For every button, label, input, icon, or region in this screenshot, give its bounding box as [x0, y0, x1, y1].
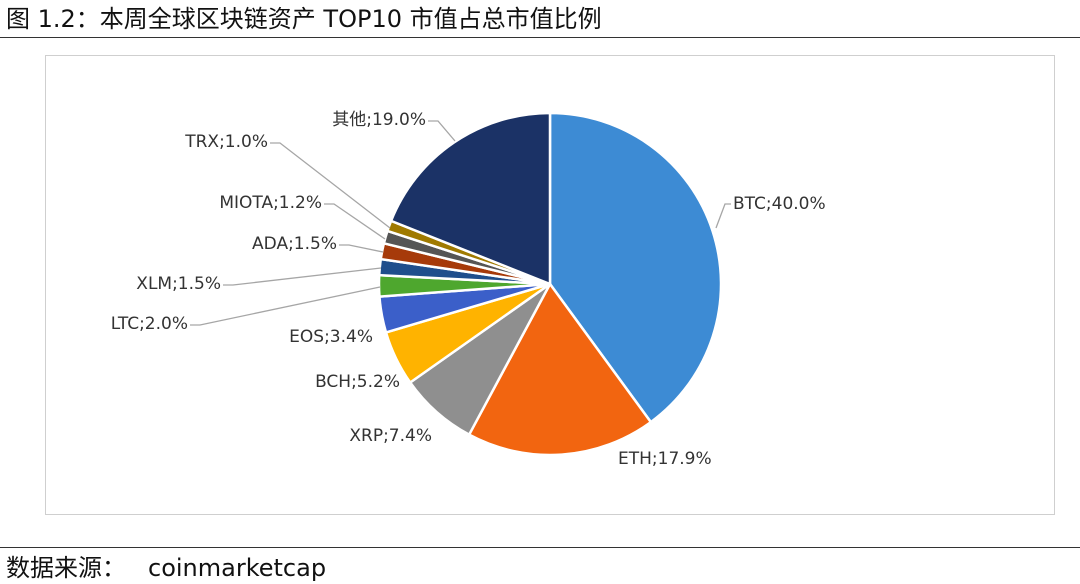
slice-label-BTC: BTC;40.0%: [733, 194, 826, 214]
pie-slices: [377, 111, 723, 457]
slice-label-XLM: XLM;1.5%: [136, 274, 221, 294]
leader-line-LTC: [190, 286, 381, 326]
source-label: 数据来源：: [6, 554, 126, 582]
slice-label-其他: 其他;19.0%: [332, 110, 426, 130]
pie-slice-ETH: [467, 282, 653, 457]
leader-line-其他: [428, 120, 456, 142]
slice-label-XRP: XRP;7.4%: [349, 426, 432, 446]
leader-line-TRX: [270, 142, 391, 229]
slice-label-BCH: BCH;5.2%: [315, 372, 400, 392]
bottom-rule: [0, 547, 1080, 548]
figure-title: 图 1.2：本周全球区块链资产 TOP10 市值占总市值比例: [6, 5, 602, 33]
leader-line-BTC: [715, 203, 731, 229]
leader-lines: [190, 120, 731, 326]
source-line: 数据来源： coinmarketcap: [6, 553, 326, 583]
slice-label-LTC: LTC;2.0%: [111, 314, 188, 334]
leader-line-XLM: [223, 267, 382, 286]
pie-slice-BTC: [548, 111, 723, 424]
slice-label-MIOTA: MIOTA;1.2%: [219, 193, 322, 213]
slice-label-TRX: TRX;1.0%: [184, 132, 268, 152]
leader-line-MIOTA: [324, 203, 386, 240]
slice-labels: BTC;40.0% ETH;17.9% XRP;7.4% BCH;5.2% EOS;3.…: [111, 110, 826, 469]
pie-slice-其他: [389, 111, 552, 286]
slice-label-EOS: EOS;3.4%: [289, 327, 373, 347]
top-rule: [0, 37, 1080, 38]
slice-label-ETH: ETH;17.9%: [618, 449, 712, 469]
source-value: coinmarketcap: [148, 554, 327, 582]
slice-label-ADA: ADA;1.5%: [252, 234, 337, 254]
leader-line-ADA: [339, 244, 384, 253]
